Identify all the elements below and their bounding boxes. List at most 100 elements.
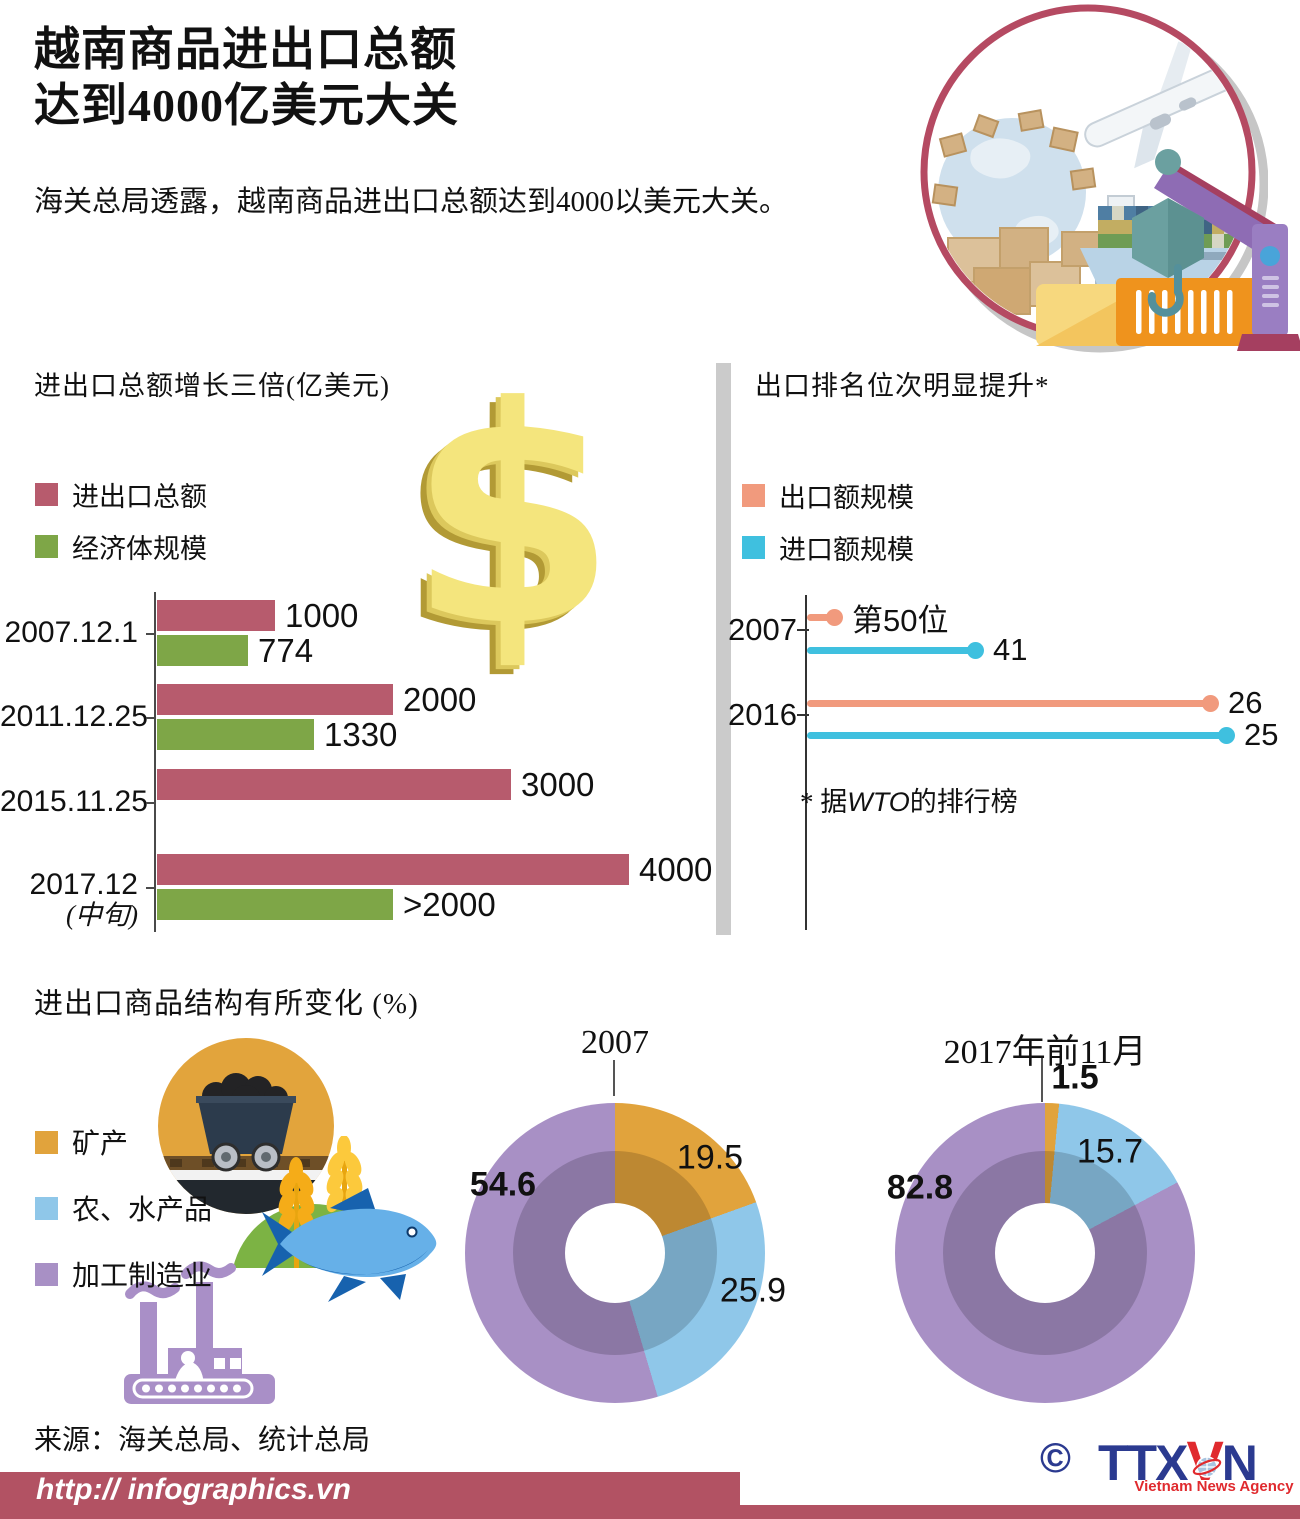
crane-icon: [1036, 149, 1300, 351]
growth-bar-row: 2000: [157, 681, 476, 718]
ranking-stick-出口额规模: [807, 699, 1207, 707]
donut-2017-tick: [1041, 1058, 1043, 1102]
growth-bar-row: >2000: [157, 886, 496, 923]
donut-slice-value: 15.7: [1076, 1132, 1144, 1171]
donut-2007-title: 2007: [581, 1024, 649, 1061]
growth-bar-进出口总额: [157, 600, 275, 631]
page-title: 越南商品进出口总额 达到4000亿美元大关: [34, 22, 459, 134]
ranking-axis-tick: [797, 714, 809, 716]
ranking-row: 第50位: [807, 603, 948, 638]
donut-slice-value: 54.6: [469, 1165, 537, 1204]
ranking-dot: [826, 608, 843, 626]
growth-bar-value: >2000: [403, 885, 496, 923]
legend-agri-aqua: 农、水产品: [35, 1188, 212, 1228]
ranking-chart-axis: [805, 595, 807, 930]
donut-2017-hole: [995, 1203, 1095, 1303]
growth-axis-tick: [146, 887, 156, 889]
growth-chart-axis: [154, 592, 156, 932]
growth-bar-value: 3000: [521, 765, 595, 803]
donut-2007-hole: [565, 1203, 665, 1303]
logo-n: N: [1221, 1435, 1258, 1491]
legend-manufacturing-swatch: [35, 1262, 58, 1286]
ranking-row: 41: [807, 632, 1027, 667]
fish-icon: [262, 1188, 437, 1302]
donut-slice-value: 19.5: [676, 1138, 744, 1177]
growth-section-title: 进出口总额增长三倍(亿美元): [34, 371, 390, 401]
legend-agri-aqua-swatch: [35, 1196, 58, 1220]
logo-ttx: TTX: [1098, 1435, 1188, 1491]
growth-bar-经济体规模: [157, 889, 393, 920]
growth-axis-tick: [146, 802, 156, 804]
ranking-year-label: 2016: [728, 697, 797, 732]
growth-bar-value: 1330: [324, 715, 398, 753]
legend-economy-size: 经济体规模: [35, 527, 207, 566]
logo-tagline: Vietnam News Agency: [1134, 1478, 1294, 1495]
donut-2017-title: 2017年前11月: [943, 1034, 1147, 1071]
growth-bar-经济体规模: [157, 635, 248, 666]
donut-slice-value: 1.5: [1051, 1058, 1099, 1097]
growth-bar-进出口总额: [157, 769, 511, 800]
legend-minerals-swatch: [35, 1130, 58, 1154]
ttxvn-logo: © TTXVN Vietnam News Agency: [1040, 1428, 1300, 1495]
ranking-stick-进口额规模: [807, 731, 1223, 739]
legend-total-trade-label: 进出口总额: [72, 482, 207, 512]
donut-1: 1.5 15.7 82.8: [887, 1059, 1195, 1403]
ranking-value-label: 26: [1228, 685, 1263, 720]
growth-category-label: 2017.12 (中旬): [29, 868, 138, 930]
title-line1: 越南商品进出口总额: [34, 24, 457, 75]
ranking-lollipop-chart: 2007 第50位 41 2016 26 25: [728, 595, 1295, 940]
wto-footnote: * 据WTO的排行榜: [800, 780, 1018, 819]
growth-category-label: 2015.11.25: [0, 785, 148, 818]
legend-manufacturing: 加工制造业: [35, 1254, 212, 1294]
footnote-prefix: * 据: [800, 787, 848, 817]
legend-import-scale-label: 进口额规模: [779, 535, 914, 565]
trade-hero-illustration: [920, 4, 1268, 353]
legend-export-scale-swatch: [742, 484, 765, 507]
structure-section-title: 进出口商品结构有所变化 (%): [34, 988, 419, 1020]
growth-bar-chart: 2007.12.1 1000 774 2011.12.25 2000 1330 2015.1…: [0, 592, 740, 937]
growth-bar-row: 1000: [157, 597, 358, 634]
copyright-icon: ©: [1040, 1434, 1071, 1481]
legend-total-trade-swatch: [35, 483, 58, 506]
growth-category-label: 2007.12.1: [4, 616, 138, 649]
ranking-row: 25: [807, 717, 1278, 752]
footnote-suffix: 的排行榜: [909, 787, 1018, 817]
legend-export-scale-label: 出口额规模: [779, 483, 914, 513]
ranking-value-label: 第50位: [852, 602, 949, 638]
legend-export-scale: 出口额规模: [742, 476, 914, 515]
logo-globe-icon: [1192, 1456, 1222, 1478]
growth-bar-经济体规模: [157, 719, 314, 750]
ranking-year-label: 2007: [728, 612, 797, 647]
growth-bar-row: 774: [157, 632, 313, 669]
growth-axis-tick: [146, 717, 156, 719]
ranking-stick-进口额规模: [807, 646, 972, 654]
growth-bar-value: 4000: [639, 850, 713, 888]
dollar-sign-icon: $: [408, 343, 617, 692]
legend-agri-aqua-label: 农、水产品: [72, 1195, 213, 1226]
ranking-axis-tick: [797, 629, 809, 631]
page-subtitle: 海关总局透露，越南商品进出口总额达到4000以美元大关。: [34, 186, 789, 218]
title-line2: 达到4000亿美元大关: [34, 80, 459, 132]
ranking-value-label: 41: [993, 632, 1028, 667]
growth-bar-row: 3000: [157, 766, 594, 803]
footer-banner: http:// infographics.vn: [0, 1472, 740, 1508]
ranking-stick-出口额规模: [807, 613, 831, 621]
ranking-dot: [967, 641, 984, 659]
footer-url: http:// infographics.vn: [36, 1473, 351, 1506]
legend-minerals-label: 矿产: [72, 1129, 129, 1160]
growth-bar-value: 2000: [403, 680, 477, 718]
ranking-dot: [1202, 694, 1219, 712]
legend-economy-size-swatch: [35, 535, 58, 558]
growth-bar-进出口总额: [157, 854, 629, 885]
growth-bar-value: 1000: [285, 596, 359, 634]
legend-import-scale-swatch: [742, 536, 765, 559]
ranking-dot: [1218, 726, 1235, 744]
section-divider: [716, 363, 731, 935]
donut-slice-value: 82.8: [886, 1168, 954, 1207]
growth-bar-进出口总额: [157, 684, 393, 715]
ranking-section-title: 出口排名位次明显提升*: [755, 371, 1050, 401]
footer-strip: [0, 1505, 1300, 1519]
donut-slice-value: 25.9: [719, 1271, 787, 1310]
legend-minerals: 矿产: [35, 1122, 128, 1162]
growth-axis-tick: [146, 633, 156, 635]
